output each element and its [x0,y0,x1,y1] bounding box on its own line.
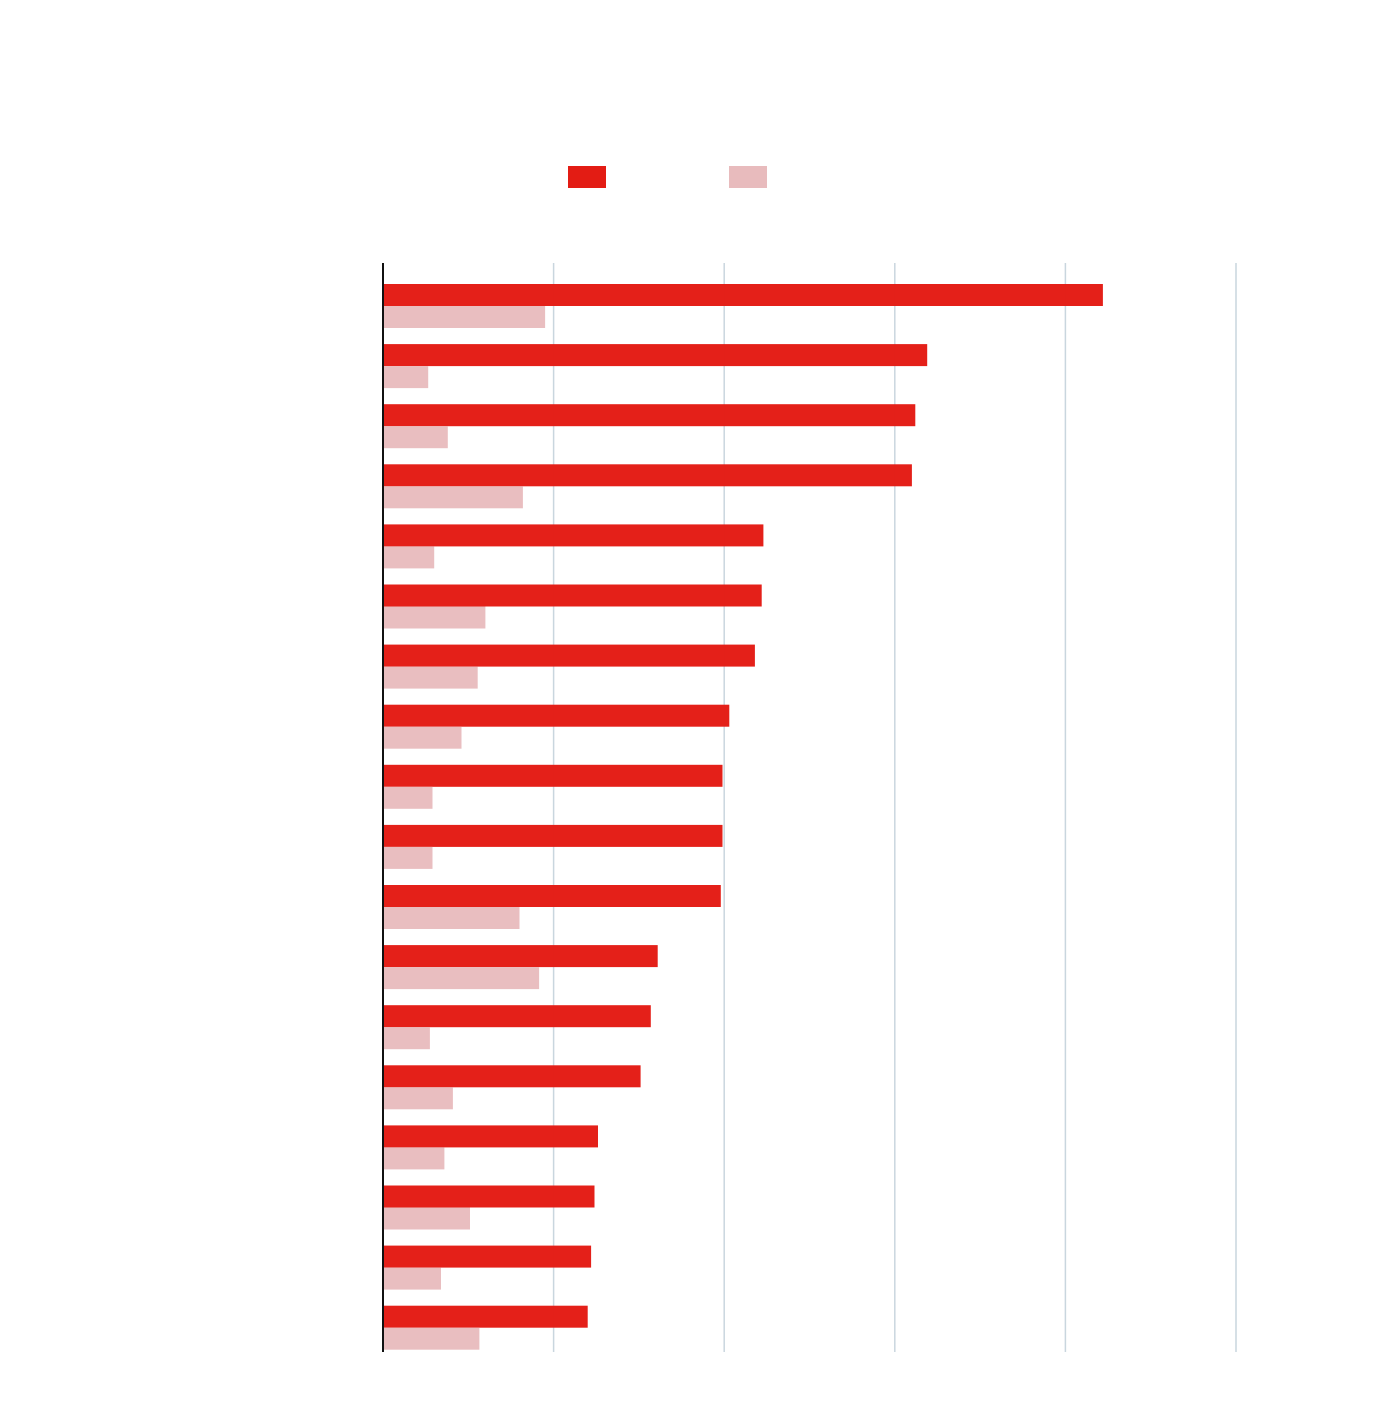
bar-series-1-row-5 [383,524,764,547]
bar-series-2-row-18 [383,1327,480,1350]
bar-series-2-row-14 [383,1087,453,1110]
bar-series-2-row-9 [383,786,433,809]
bar-series-2-row-15 [383,1147,445,1170]
bar-series-2-row-16 [383,1207,470,1230]
bar-series-1-row-15 [383,1125,598,1148]
bar-series-2-row-12 [383,967,540,990]
bar-series-2-row-6 [383,606,486,629]
bar-series-1-row-16 [383,1185,595,1208]
bar-series-2-row-7 [383,666,478,689]
bar-series-1-row-3 [383,404,916,427]
bar-series-1-row-12 [383,945,658,968]
bar-series-2-row-2 [383,366,429,389]
legend-swatch-series-1 [568,166,606,188]
bar-series-2-row-3 [383,426,448,449]
bar-series-1-row-13 [383,1005,651,1028]
bar-series-1-row-8 [383,704,730,727]
bar-series-1-row-2 [383,344,928,367]
bar-series-1-row-9 [383,764,723,787]
bar-series-2-row-4 [383,486,523,509]
bar-series-1-row-18 [383,1305,588,1328]
bar-series-2-row-8 [383,726,462,749]
bar-series-1-row-11 [383,885,721,907]
bar-series-2-row-17 [383,1267,441,1290]
bar-series-2-row-11 [383,907,520,929]
bar-series-1-row-10 [383,824,723,847]
bar-series-1-row-6 [383,584,762,607]
bar-series-1-row-1 [383,284,1103,306]
bar-series-1-row-14 [383,1065,641,1088]
bar-series-1-row-4 [383,464,912,487]
bar-series-2-row-5 [383,546,435,569]
bar-series-2-row-13 [383,1027,430,1050]
bar-series-2-row-1 [383,306,546,328]
bar-series-1-row-17 [383,1245,592,1268]
legend-swatch-series-2 [729,166,767,188]
bar-series-1-row-7 [383,644,755,667]
bar-series-2-row-10 [383,846,433,869]
